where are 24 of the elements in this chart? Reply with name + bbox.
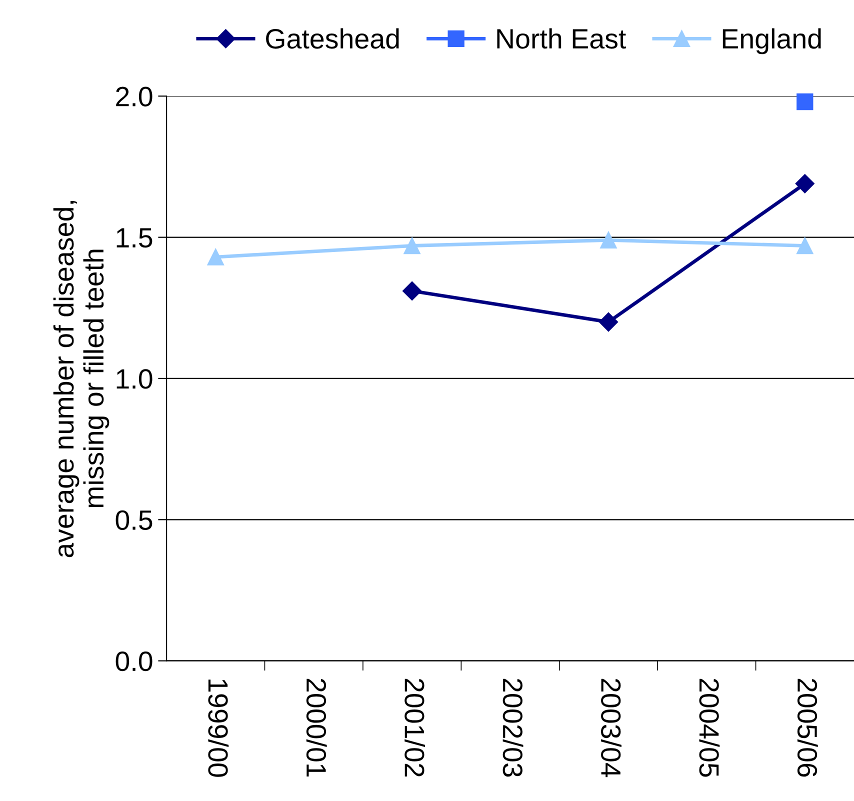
y-tick-label: 0.5	[116, 510, 152, 530]
x-tick-label: 2000/01	[306, 678, 327, 777]
point	[795, 174, 814, 194]
point	[402, 281, 422, 300]
point	[207, 248, 224, 266]
x-tick-label: 2001/02	[404, 678, 425, 777]
legend-label: North East	[497, 28, 626, 49]
x-tick-label: 2004/05	[699, 678, 720, 777]
x-tick-label: 2002/03	[502, 678, 524, 777]
point	[598, 312, 618, 332]
y-tick-label: 0.0	[116, 651, 152, 672]
point	[600, 232, 617, 248]
legend-label: England	[722, 28, 821, 54]
point	[404, 237, 420, 254]
x-tick-label: 2005/06	[797, 678, 818, 777]
legend-label: Gateshead	[266, 28, 399, 49]
point	[796, 237, 814, 254]
y-tick-label: 1.0	[116, 369, 152, 389]
point	[796, 93, 814, 110]
y-axis-title: average number of diseased, missing or filled teeth	[53, 201, 110, 558]
y-tick-label: 1.5	[116, 228, 152, 248]
y-tick-label: 2.0	[116, 86, 152, 106]
x-tick-label: 2003/04	[601, 678, 622, 778]
x-tick-label: 1999/00	[208, 680, 229, 777]
